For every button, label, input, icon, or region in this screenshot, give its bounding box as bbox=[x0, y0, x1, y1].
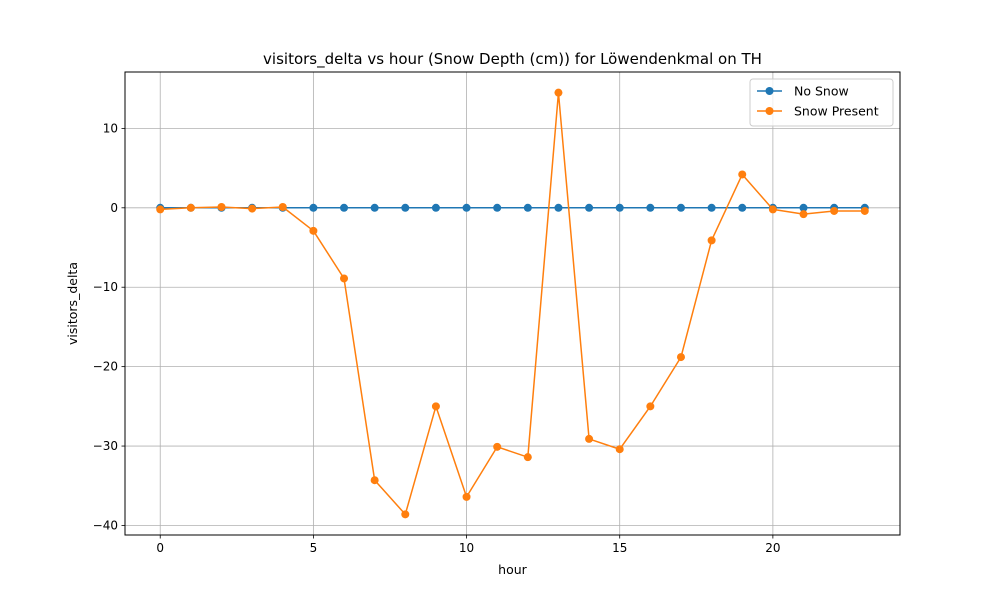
data-point bbox=[462, 203, 471, 212]
x-tick-label: 10 bbox=[459, 541, 474, 555]
data-point bbox=[554, 203, 563, 212]
chart-title: visitors_delta vs hour (Snow Depth (cm))… bbox=[263, 50, 762, 69]
data-point bbox=[676, 203, 685, 212]
legend: No Snow Snow Present bbox=[749, 78, 894, 127]
data-point bbox=[738, 170, 747, 179]
data-point bbox=[860, 206, 869, 215]
x-tick-label: 20 bbox=[765, 541, 780, 555]
data-point bbox=[156, 205, 165, 214]
legend-item-no-snow: No Snow bbox=[757, 84, 849, 99]
data-point bbox=[462, 492, 471, 501]
data-point bbox=[738, 203, 747, 212]
y-tick-label: −30 bbox=[93, 439, 118, 453]
series-snow-present bbox=[156, 88, 869, 519]
data-point bbox=[615, 203, 624, 212]
data-point bbox=[278, 203, 287, 212]
series-layer bbox=[156, 88, 869, 519]
ticks: 0 5 10 15 20 −40 −30 −20 −10 0 10 bbox=[93, 121, 781, 555]
data-point bbox=[431, 203, 440, 212]
plot-frame bbox=[124, 71, 901, 536]
data-point bbox=[401, 203, 410, 212]
data-point bbox=[370, 476, 379, 485]
data-point bbox=[585, 203, 594, 212]
data-point bbox=[707, 203, 716, 212]
data-point bbox=[340, 274, 349, 283]
data-point bbox=[523, 203, 532, 212]
data-point bbox=[799, 210, 808, 219]
x-tick-label: 15 bbox=[612, 541, 627, 555]
data-point bbox=[309, 203, 318, 212]
y-tick-label: −20 bbox=[93, 360, 118, 374]
legend-label: Snow Present bbox=[794, 104, 879, 119]
data-point bbox=[217, 203, 226, 212]
data-point bbox=[340, 203, 349, 212]
data-point bbox=[401, 510, 410, 519]
data-point bbox=[493, 203, 502, 212]
y-tick-label: 0 bbox=[110, 201, 118, 215]
legend-label: No Snow bbox=[794, 84, 849, 99]
data-point bbox=[585, 434, 594, 443]
x-tick-label: 5 bbox=[310, 541, 318, 555]
data-point bbox=[186, 203, 195, 212]
y-tick-label: 10 bbox=[103, 121, 118, 135]
y-tick-label: −10 bbox=[93, 280, 118, 294]
legend-box bbox=[749, 78, 894, 127]
data-point bbox=[431, 402, 440, 411]
legend-marker bbox=[765, 87, 774, 95]
data-point bbox=[248, 204, 257, 213]
y-axis-label: visitors_delta bbox=[65, 262, 80, 345]
data-point bbox=[676, 353, 685, 362]
data-point bbox=[309, 226, 318, 235]
data-point bbox=[830, 206, 839, 215]
x-tick-label: 0 bbox=[156, 541, 164, 555]
x-axis-label: hour bbox=[498, 562, 527, 577]
data-point bbox=[615, 445, 624, 454]
data-point bbox=[523, 453, 532, 462]
data-point bbox=[707, 236, 716, 245]
data-point bbox=[493, 442, 502, 451]
data-point bbox=[646, 203, 655, 212]
data-point bbox=[768, 205, 777, 214]
y-tick-label: −40 bbox=[93, 518, 118, 532]
data-point bbox=[370, 203, 379, 212]
data-point bbox=[799, 203, 808, 212]
data-point bbox=[554, 88, 563, 97]
legend-marker bbox=[765, 107, 774, 115]
data-point bbox=[646, 402, 655, 411]
legend-item-snow-present: Snow Present bbox=[757, 104, 879, 119]
series-line-snow-present bbox=[160, 91, 865, 516]
